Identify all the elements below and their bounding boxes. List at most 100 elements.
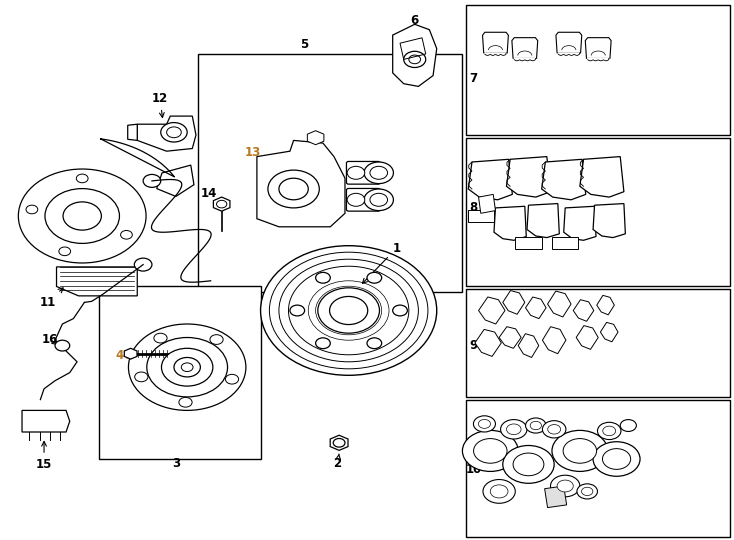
Polygon shape bbox=[512, 38, 538, 58]
Polygon shape bbox=[137, 116, 196, 151]
Circle shape bbox=[370, 166, 388, 179]
Text: 1: 1 bbox=[363, 242, 401, 284]
Text: 4: 4 bbox=[115, 349, 132, 362]
Circle shape bbox=[55, 340, 70, 351]
Polygon shape bbox=[485, 53, 506, 56]
Text: 12: 12 bbox=[152, 92, 168, 118]
Polygon shape bbox=[308, 131, 324, 145]
Circle shape bbox=[154, 333, 167, 343]
Circle shape bbox=[279, 178, 308, 200]
Text: 6: 6 bbox=[409, 14, 418, 39]
Text: 15: 15 bbox=[36, 441, 52, 471]
Circle shape bbox=[462, 430, 518, 471]
Polygon shape bbox=[527, 204, 559, 238]
Circle shape bbox=[330, 296, 368, 325]
Circle shape bbox=[76, 174, 88, 183]
Polygon shape bbox=[330, 435, 348, 450]
Circle shape bbox=[210, 335, 223, 345]
Circle shape bbox=[279, 259, 418, 362]
Circle shape bbox=[501, 420, 527, 439]
Circle shape bbox=[370, 193, 388, 206]
Circle shape bbox=[513, 453, 544, 476]
Polygon shape bbox=[518, 334, 539, 357]
Circle shape bbox=[367, 338, 382, 349]
Text: 8: 8 bbox=[469, 201, 478, 214]
Circle shape bbox=[45, 188, 120, 244]
Polygon shape bbox=[468, 159, 512, 200]
Circle shape bbox=[563, 438, 597, 463]
Circle shape bbox=[135, 372, 148, 382]
Text: 7: 7 bbox=[469, 72, 478, 85]
Polygon shape bbox=[526, 297, 546, 319]
Circle shape bbox=[318, 288, 379, 333]
Circle shape bbox=[597, 422, 621, 440]
Circle shape bbox=[393, 305, 407, 316]
Circle shape bbox=[268, 170, 319, 208]
Bar bbox=[515, 237, 542, 249]
Circle shape bbox=[161, 123, 187, 142]
Circle shape bbox=[290, 305, 305, 316]
Circle shape bbox=[577, 484, 597, 499]
Polygon shape bbox=[128, 124, 137, 140]
Bar bbox=[466, 138, 730, 286]
Text: 13: 13 bbox=[245, 146, 262, 169]
Circle shape bbox=[364, 189, 393, 211]
Polygon shape bbox=[214, 197, 230, 211]
Text: 10: 10 bbox=[465, 463, 482, 476]
Circle shape bbox=[333, 438, 345, 447]
Polygon shape bbox=[475, 329, 501, 356]
Circle shape bbox=[143, 174, 161, 187]
Polygon shape bbox=[556, 32, 582, 53]
Circle shape bbox=[167, 127, 181, 138]
Polygon shape bbox=[559, 53, 579, 56]
Text: 3: 3 bbox=[172, 457, 181, 470]
Text: 11: 11 bbox=[40, 288, 63, 309]
Polygon shape bbox=[57, 267, 137, 296]
Circle shape bbox=[261, 246, 437, 375]
Circle shape bbox=[316, 272, 330, 283]
Bar bbox=[198, 54, 462, 292]
Polygon shape bbox=[573, 300, 594, 321]
Circle shape bbox=[26, 205, 37, 214]
Circle shape bbox=[288, 266, 409, 355]
Circle shape bbox=[503, 446, 554, 483]
Circle shape bbox=[483, 480, 515, 503]
Polygon shape bbox=[482, 32, 509, 53]
Circle shape bbox=[59, 247, 70, 255]
Bar bbox=[99, 286, 261, 459]
Circle shape bbox=[134, 258, 152, 271]
Circle shape bbox=[530, 421, 542, 430]
Polygon shape bbox=[600, 322, 618, 342]
Circle shape bbox=[63, 202, 101, 230]
Circle shape bbox=[409, 55, 421, 64]
Bar bbox=[466, 289, 730, 397]
Circle shape bbox=[404, 51, 426, 68]
Circle shape bbox=[552, 430, 608, 471]
Text: 9: 9 bbox=[469, 339, 478, 352]
Circle shape bbox=[308, 132, 323, 143]
Circle shape bbox=[174, 357, 200, 377]
Polygon shape bbox=[157, 165, 194, 197]
Polygon shape bbox=[479, 194, 495, 213]
Circle shape bbox=[120, 231, 132, 239]
Circle shape bbox=[316, 338, 330, 349]
Circle shape bbox=[473, 416, 495, 432]
Circle shape bbox=[550, 475, 580, 497]
Bar bbox=[466, 400, 730, 537]
FancyBboxPatch shape bbox=[346, 188, 380, 211]
Text: 14: 14 bbox=[200, 187, 218, 205]
Circle shape bbox=[347, 166, 365, 179]
Circle shape bbox=[147, 338, 228, 397]
Circle shape bbox=[542, 421, 566, 438]
Circle shape bbox=[128, 324, 246, 410]
Circle shape bbox=[179, 397, 192, 407]
Polygon shape bbox=[564, 206, 596, 240]
Circle shape bbox=[269, 252, 428, 369]
Polygon shape bbox=[124, 348, 137, 359]
Circle shape bbox=[490, 485, 508, 498]
Polygon shape bbox=[479, 297, 505, 324]
Text: 5: 5 bbox=[300, 38, 309, 51]
Circle shape bbox=[479, 420, 490, 428]
FancyBboxPatch shape bbox=[346, 161, 380, 184]
Circle shape bbox=[161, 348, 213, 386]
